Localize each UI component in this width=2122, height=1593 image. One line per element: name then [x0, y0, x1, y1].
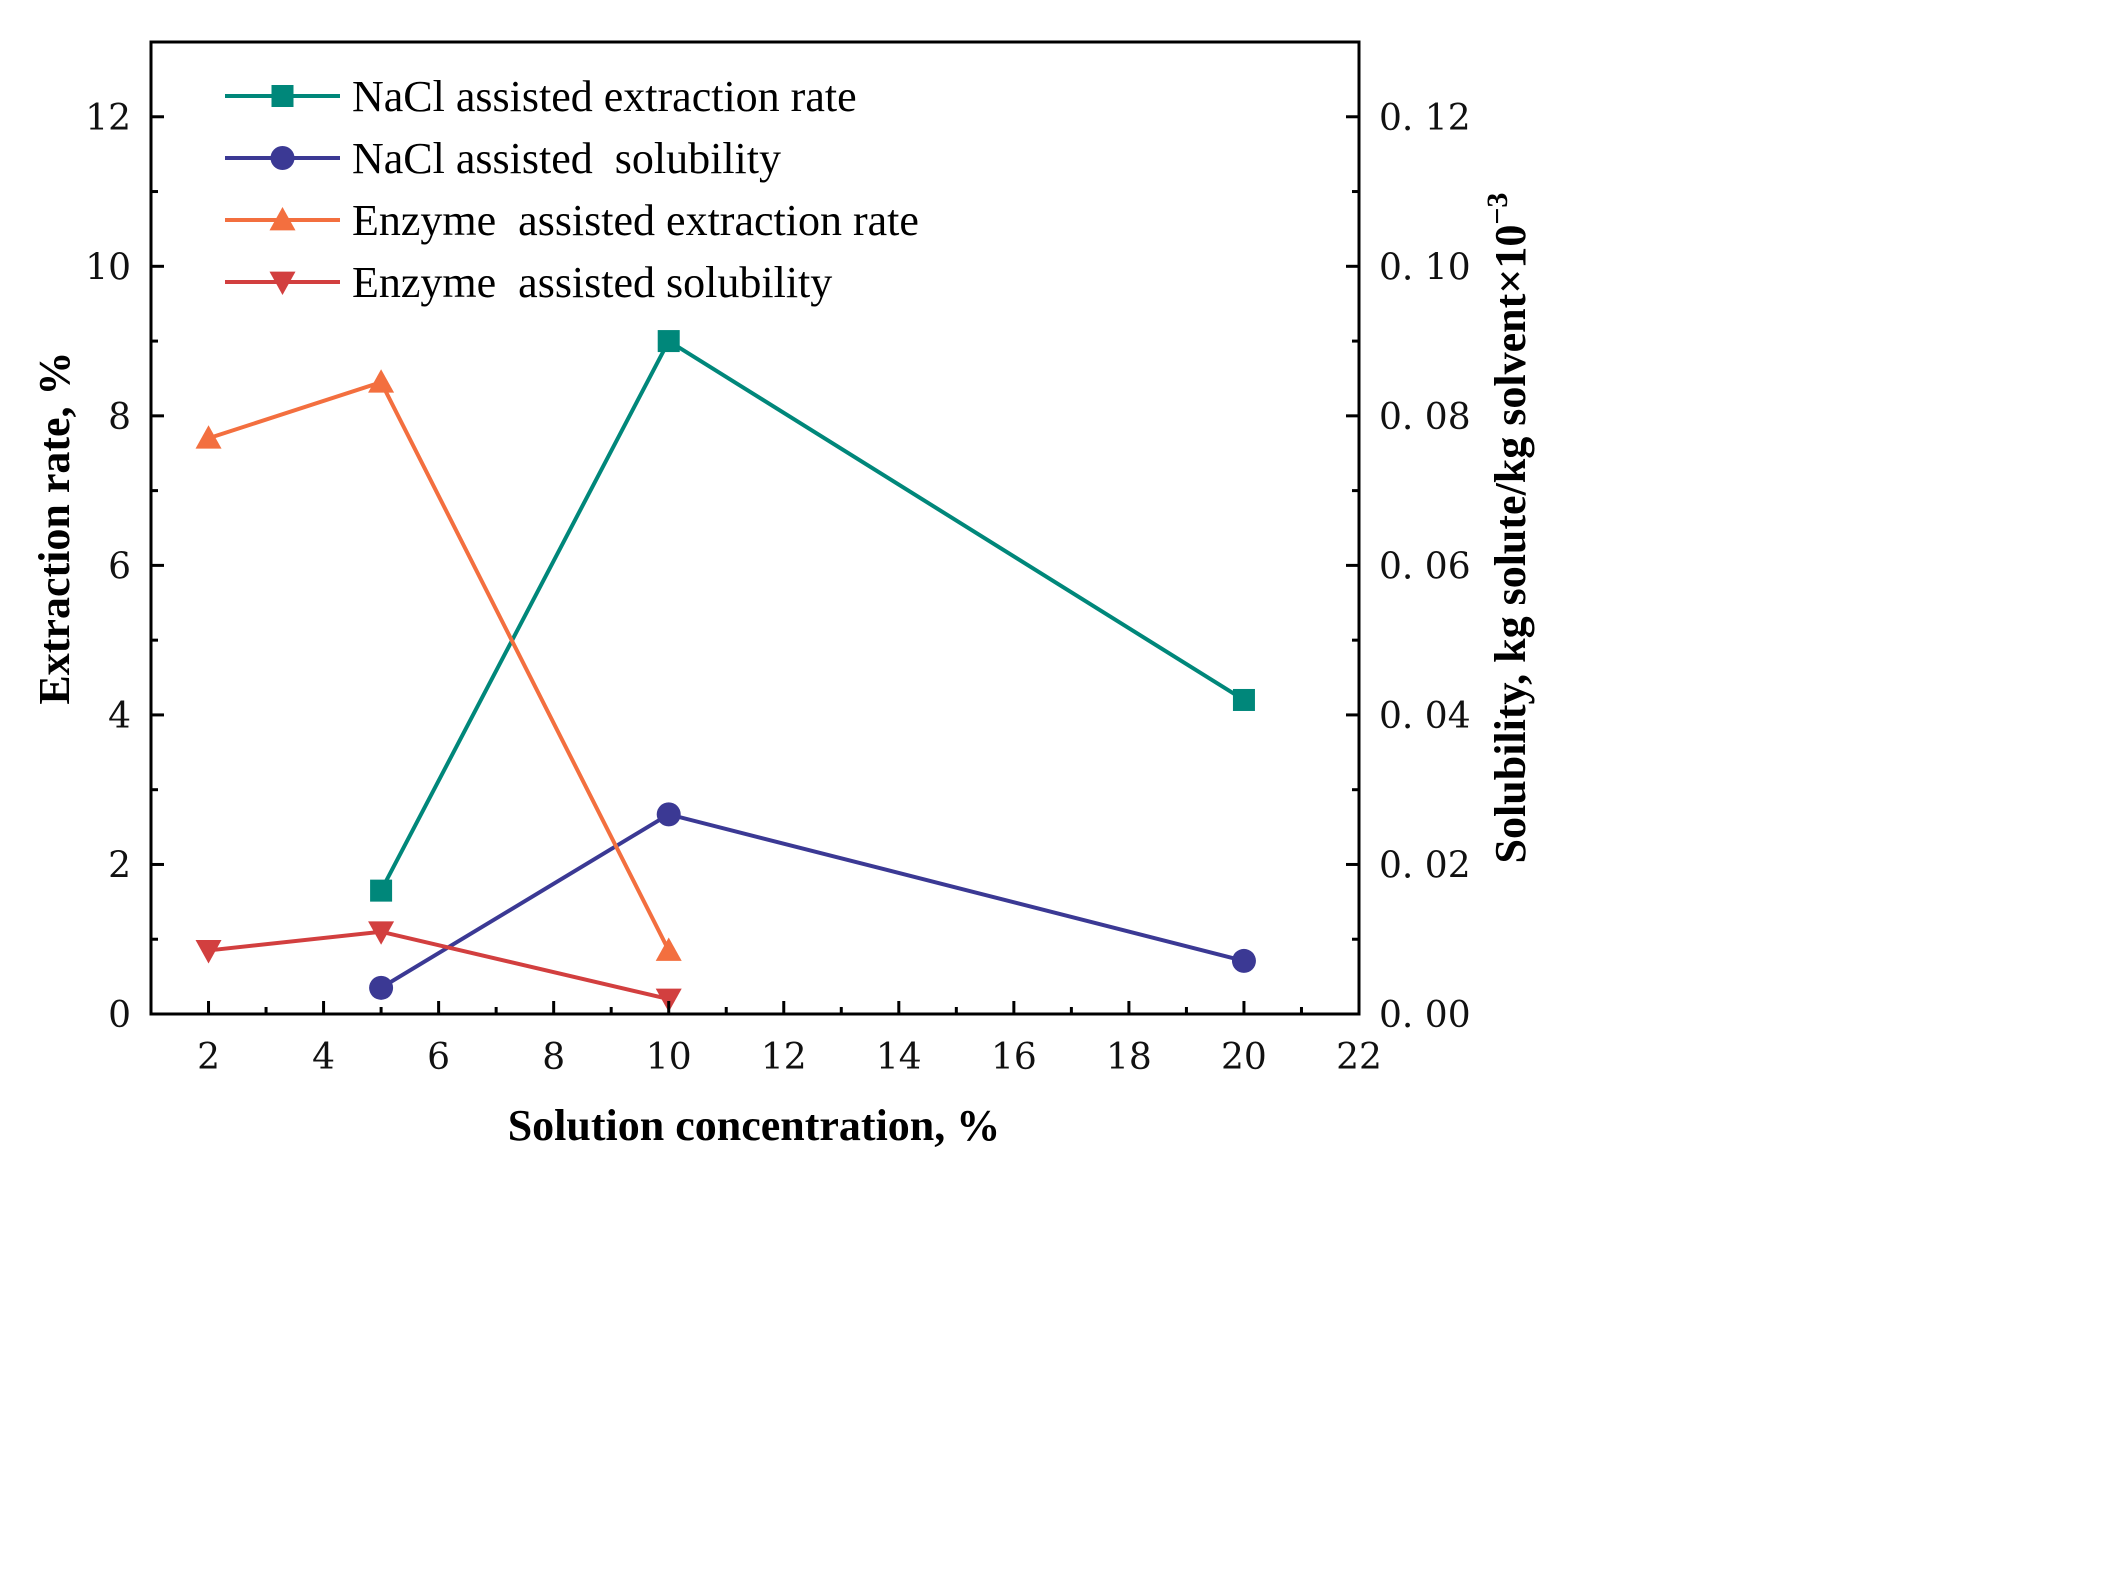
- legend-marker-3: [269, 271, 296, 295]
- series-3-point-1: [368, 921, 395, 945]
- series-0-point-1: [657, 330, 680, 353]
- x-tick-label: 14: [876, 1037, 922, 1078]
- series-layer: [195, 330, 1256, 1013]
- series-0-point-0: [370, 879, 393, 902]
- y-right-tick-label: 0. 00: [1379, 995, 1471, 1036]
- legend-marker-0: [271, 85, 294, 107]
- x-tick-label: 2: [197, 1037, 220, 1078]
- series-1-point-0: [369, 975, 394, 1000]
- x-tick-label: 6: [427, 1037, 450, 1078]
- y-left-tick-label: 2: [108, 845, 131, 886]
- legend-marker-1: [270, 146, 295, 170]
- series-1-point-2: [1231, 948, 1256, 973]
- y-left-axis-title: Extraction rate, %: [30, 351, 79, 704]
- series-2-point-0: [195, 425, 222, 449]
- y-right-axis-title-exponent: −3: [1481, 193, 1514, 225]
- y-right-tick-label: 0. 08: [1379, 397, 1471, 438]
- x-tick-label: 20: [1221, 1037, 1267, 1078]
- legend-entry-2: Enzyme assisted extraction rate: [225, 196, 919, 245]
- plot-frame: [149, 40, 1361, 1016]
- legend: NaCl assisted extraction rate NaCl assist…: [225, 72, 919, 307]
- x-tick-label: 10: [646, 1037, 692, 1078]
- x-tick-label: 22: [1336, 1037, 1382, 1078]
- legend-entry-0: NaCl assisted extraction rate: [225, 72, 857, 121]
- series-3-point-0: [195, 940, 222, 964]
- series-2-point-2: [655, 937, 682, 961]
- y-left-tick-label: 0: [108, 995, 131, 1036]
- x-tick-label: 18: [1106, 1037, 1152, 1078]
- y-right-tick-label: 0. 12: [1379, 98, 1471, 139]
- legend-entry-3: Enzyme assisted solubility: [225, 258, 832, 307]
- chart: 2 4 6 8 10 12 14 16 18 20 22 0 2 4 6 8 10 12 0. 00 0. 02 0. …: [0, 0, 1561, 1179]
- y-right-tick-label: 0. 06: [1379, 546, 1471, 587]
- x-tick-label: 12: [761, 1037, 807, 1078]
- legend-label-3: Enzyme assisted solubility: [352, 258, 832, 307]
- x-tick-label: 16: [991, 1037, 1037, 1078]
- axes-layer: 2 4 6 8 10 12 14 16 18 20 22 0 2 4 6 8 10 12 0. 00 0. 02 0. …: [85, 40, 1471, 1078]
- x-tick-label: 4: [312, 1037, 335, 1078]
- legend-label-0: NaCl assisted extraction rate: [352, 72, 857, 121]
- legend-label-2: Enzyme assisted extraction rate: [352, 196, 919, 245]
- series-1-point-1: [656, 802, 681, 827]
- legend-label-1: NaCl assisted solubility: [352, 134, 781, 183]
- legend-entry-1: NaCl assisted solubility: [225, 134, 781, 183]
- y-right-tick-label: 0. 04: [1379, 696, 1471, 737]
- x-axis-title: Solution concentration, %: [508, 1101, 1001, 1150]
- x-tick-label: 8: [542, 1037, 565, 1078]
- y-right-tick-label: 0. 02: [1379, 845, 1471, 886]
- y-right-tick-label: 0. 10: [1379, 247, 1471, 288]
- y-right-axis-title: Solubility, kg solute/kg solvent×10−3: [1481, 193, 1535, 864]
- y-left-tick-label: 12: [85, 98, 131, 139]
- y-left-tick-label: 10: [85, 247, 131, 288]
- legend-marker-2: [269, 207, 296, 231]
- y-left-tick-label: 4: [108, 696, 131, 737]
- series-0-point-2: [1232, 688, 1255, 711]
- y-right-axis-title-main: Solubility, kg solute/kg solvent×10: [1486, 225, 1535, 864]
- series-3-point-2: [655, 988, 682, 1013]
- chart-background: [0, 0, 1561, 1179]
- y-left-tick-label: 6: [108, 546, 131, 587]
- y-left-tick-label: 8: [108, 397, 131, 438]
- series-2-point-1: [368, 369, 395, 393]
